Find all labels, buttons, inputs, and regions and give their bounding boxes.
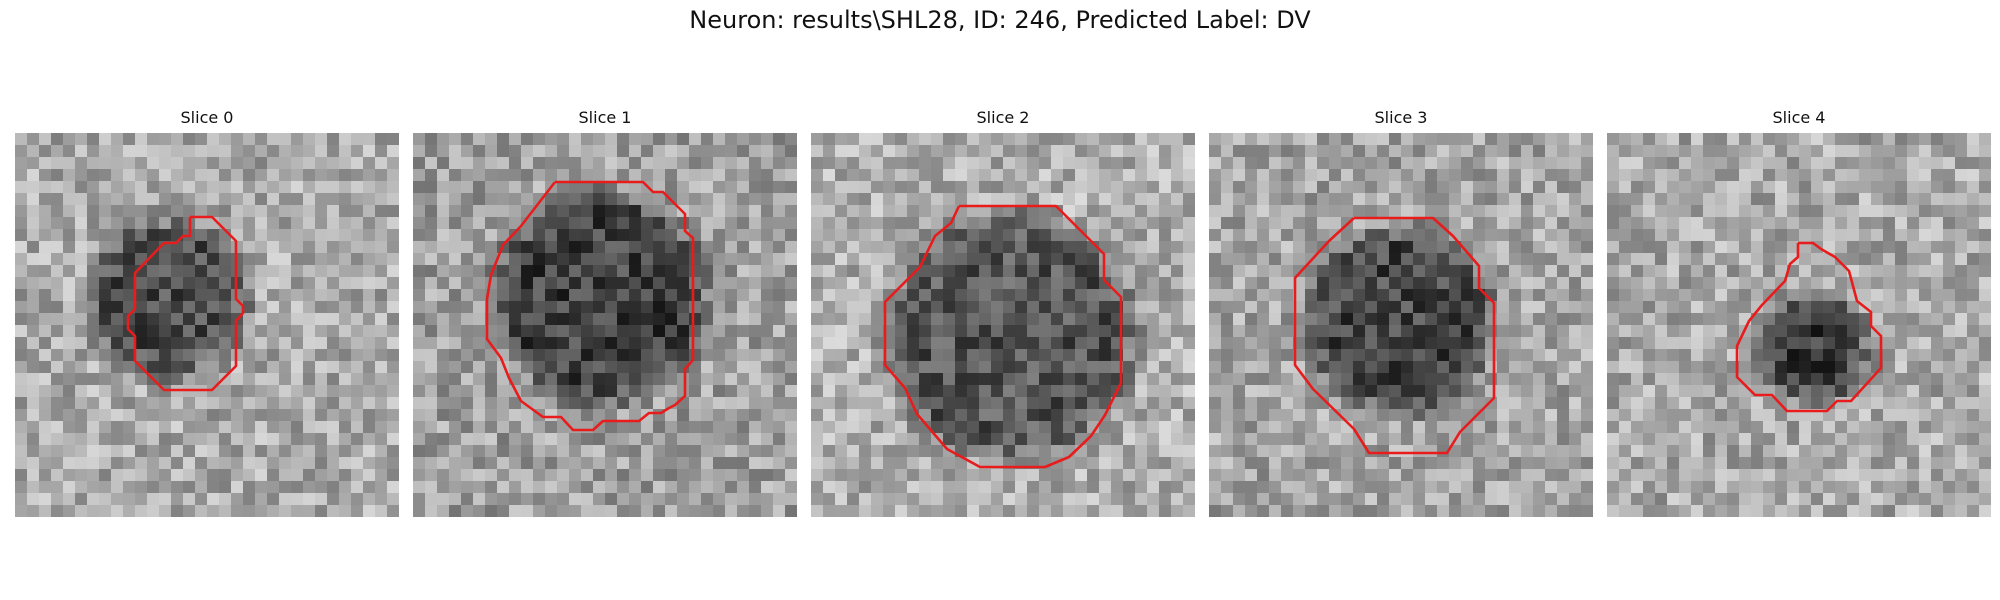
cell-contour-4	[1735, 241, 1883, 413]
slice-title-1: Slice 1	[578, 108, 632, 127]
slice-title-2: Slice 2	[976, 108, 1030, 127]
cell-contour-1	[485, 180, 695, 432]
slice-image-3	[1209, 133, 1593, 517]
slice-image-2	[811, 133, 1195, 517]
slice-title-3: Slice 3	[1374, 108, 1428, 127]
cell-contour-2	[883, 204, 1123, 469]
slice-image-1	[413, 133, 797, 517]
slice-title-4: Slice 4	[1772, 108, 1826, 127]
slice-image-0	[15, 133, 399, 517]
figure-title: Neuron: results\SHL28, ID: 246, Predicte…	[689, 6, 1311, 34]
cell-contour-3	[1293, 216, 1496, 455]
slice-image-4	[1607, 133, 1991, 517]
cell-contour-0	[126, 215, 245, 392]
slice-title-0: Slice 0	[180, 108, 234, 127]
